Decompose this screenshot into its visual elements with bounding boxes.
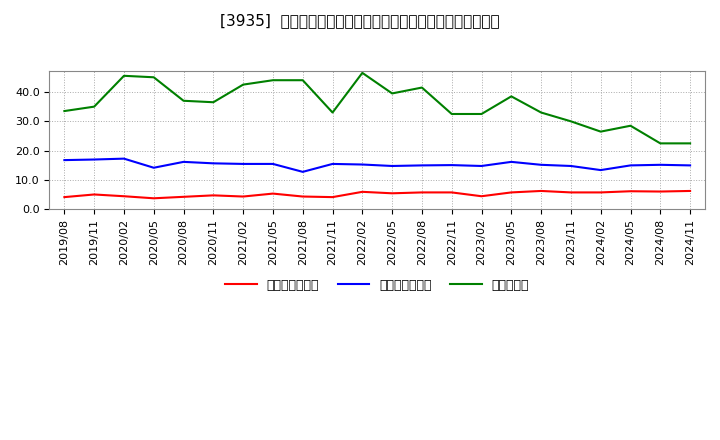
売上債権回転率 xyxy=(656,189,665,194)
売上債権回転率 xyxy=(179,194,188,199)
Line: 買入債務回転率: 買入債務回転率 xyxy=(64,159,690,172)
売上債権回転率 xyxy=(685,188,694,194)
売上債権回転率 xyxy=(477,194,486,199)
売上債権回転率 xyxy=(150,196,158,201)
買入債務回転率 xyxy=(358,162,366,167)
買入債務回転率 xyxy=(60,158,68,163)
在庫回転率 xyxy=(150,75,158,80)
在庫回転率 xyxy=(596,129,605,134)
買入債務回転率 xyxy=(150,165,158,170)
Text: [3935]  売上債権回転率、買入債務回転率、在庫回転率の推移: [3935] 売上債権回転率、買入債務回転率、在庫回転率の推移 xyxy=(220,13,500,28)
在庫回転率 xyxy=(537,110,546,115)
在庫回転率 xyxy=(388,91,397,96)
売上債権回転率 xyxy=(596,190,605,195)
買入債務回転率 xyxy=(447,162,456,168)
在庫回転率 xyxy=(358,70,366,76)
売上債権回転率 xyxy=(60,194,68,200)
売上債権回転率 xyxy=(626,189,635,194)
買入債務回転率 xyxy=(209,161,217,166)
売上債権回転率 xyxy=(388,191,397,196)
買入債務回転率 xyxy=(388,163,397,169)
Legend: 売上債権回転率, 買入債務回転率, 在庫回転率: 売上債権回転率, 買入債務回転率, 在庫回転率 xyxy=(220,274,534,297)
買入債務回転率 xyxy=(418,163,426,168)
在庫回転率 xyxy=(239,82,248,87)
売上債権回転率 xyxy=(269,191,277,196)
買入債務回転率 xyxy=(685,163,694,168)
売上債権回転率 xyxy=(328,194,337,200)
売上債権回転率 xyxy=(447,190,456,195)
買入債務回転率 xyxy=(239,161,248,167)
売上債権回転率 xyxy=(298,194,307,199)
買入債務回転率 xyxy=(179,159,188,165)
買入債務回転率 xyxy=(90,157,99,162)
買入債務回転率 xyxy=(269,161,277,167)
売上債権回転率 xyxy=(418,190,426,195)
売上債権回転率 xyxy=(239,194,248,199)
在庫回転率 xyxy=(298,77,307,83)
買入債務回転率 xyxy=(596,168,605,173)
買入債務回転率 xyxy=(298,169,307,175)
買入債務回転率 xyxy=(656,162,665,168)
売上債権回転率 xyxy=(358,189,366,194)
在庫回転率 xyxy=(507,94,516,99)
在庫回転率 xyxy=(685,141,694,146)
売上債権回転率 xyxy=(537,188,546,194)
在庫回転率 xyxy=(269,77,277,83)
Line: 在庫回転率: 在庫回転率 xyxy=(64,73,690,143)
在庫回転率 xyxy=(626,123,635,128)
売上債権回転率 xyxy=(507,190,516,195)
在庫回転率 xyxy=(477,111,486,117)
売上債権回転率 xyxy=(567,190,575,195)
買入債務回転率 xyxy=(477,163,486,169)
買入債務回転率 xyxy=(567,163,575,169)
在庫回転率 xyxy=(60,108,68,114)
在庫回転率 xyxy=(90,104,99,109)
在庫回転率 xyxy=(447,111,456,117)
在庫回転率 xyxy=(328,110,337,115)
売上債権回転率 xyxy=(120,194,128,199)
買入債務回転率 xyxy=(626,163,635,168)
在庫回転率 xyxy=(120,73,128,78)
売上債権回転率 xyxy=(209,193,217,198)
在庫回転率 xyxy=(209,99,217,105)
在庫回転率 xyxy=(567,119,575,124)
在庫回転率 xyxy=(179,98,188,103)
買入債務回転率 xyxy=(120,156,128,161)
Line: 売上債権回転率: 売上債権回転率 xyxy=(64,191,690,198)
在庫回転率 xyxy=(418,85,426,90)
買入債務回転率 xyxy=(328,161,337,167)
買入債務回転率 xyxy=(537,162,546,168)
在庫回転率 xyxy=(656,141,665,146)
買入債務回転率 xyxy=(507,159,516,165)
売上債権回転率 xyxy=(90,192,99,197)
